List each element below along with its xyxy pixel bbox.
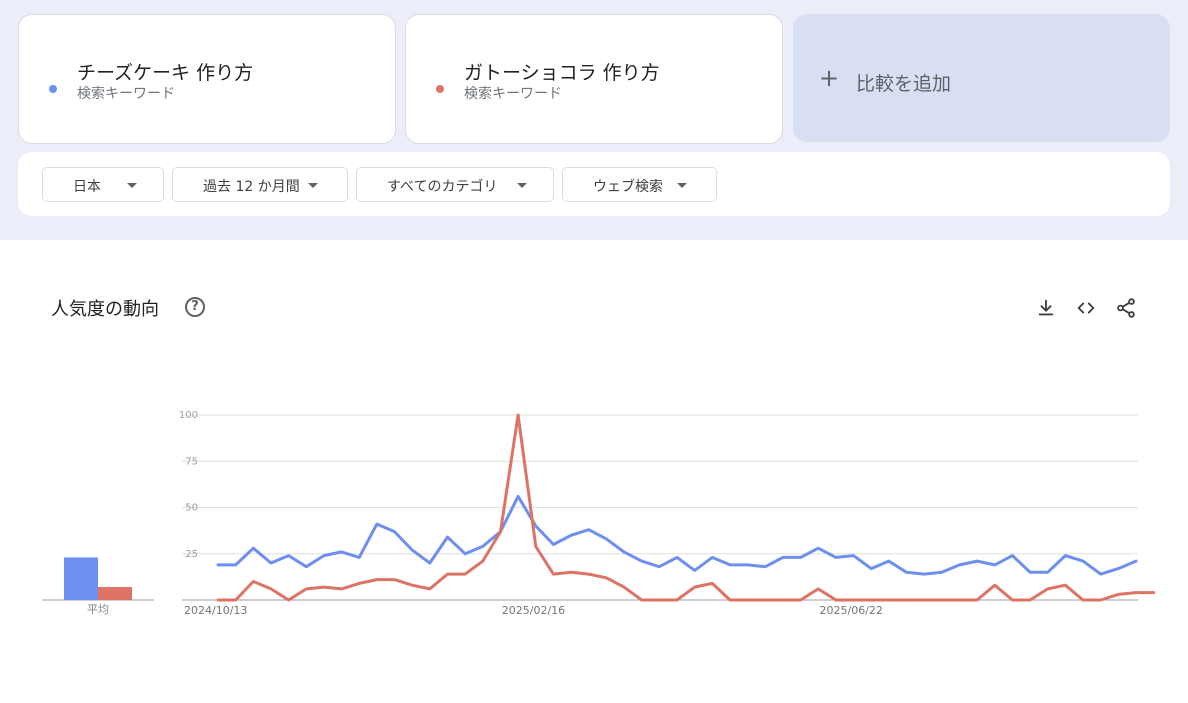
help-icon[interactable]: ? — [185, 297, 205, 317]
x-date-label: 2024/10/13 — [184, 604, 247, 617]
add-comparison-label: 比較を追加 — [856, 73, 952, 95]
y-tick-label: 25 — [185, 549, 198, 560]
chart-title: 人気度の動向 — [51, 299, 159, 320]
region-filter-dropdown[interactable]: 日本 — [42, 167, 164, 202]
filter-label: 過去 12 か月間 — [203, 179, 300, 195]
caret-down-icon — [677, 183, 687, 188]
filter-label: すべてのカテゴリ — [387, 179, 498, 195]
term-card-cheesecake[interactable]: チーズケーキ 作り方 検索キーワード — [18, 14, 396, 144]
filter-bar: 日本 過去 12 か月間 すべてのカテゴリ ウェブ検索 — [18, 152, 1170, 216]
add-comparison-button[interactable]: + 比較を追加 — [793, 14, 1170, 142]
y-tick-label: 50 — [185, 503, 198, 514]
caret-down-icon — [517, 183, 527, 188]
average-bar — [64, 557, 98, 600]
term-type: 検索キーワード — [464, 86, 562, 102]
average-bar — [98, 587, 132, 600]
filter-label: 日本 — [73, 179, 101, 195]
interest-over-time-card: 人気度の動向 ? 100 75 50 25 2024/10/13 2025/02/16 20… — [18, 265, 1170, 689]
term-name[interactable]: チーズケーキ 作り方 — [77, 62, 254, 84]
download-icon[interactable] — [1035, 297, 1057, 319]
filter-label: ウェブ検索 — [593, 179, 663, 195]
search-type-filter-dropdown[interactable]: ウェブ検索 — [562, 167, 717, 202]
embed-code-icon[interactable] — [1075, 297, 1097, 319]
x-date-label: 2025/06/22 — [820, 604, 883, 617]
time-range-filter-dropdown[interactable]: 過去 12 か月間 — [172, 167, 348, 202]
share-icon[interactable] — [1115, 297, 1137, 319]
x-date-label: 2025/02/16 — [502, 604, 565, 617]
series-line — [216, 494, 1138, 576]
plus-icon: + — [819, 64, 840, 92]
category-filter-dropdown[interactable]: すべてのカテゴリ — [356, 167, 554, 202]
interest-over-time-chart: 100 75 50 25 2024/10/13 2025/02/16 2025/06/22 平… — [42, 410, 1156, 617]
y-tick-label: 100 — [179, 410, 198, 421]
series-color-dot — [49, 85, 57, 93]
caret-down-icon — [127, 183, 137, 188]
average-label: 平均 — [87, 603, 109, 616]
caret-down-icon — [308, 183, 318, 188]
series-color-dot — [436, 85, 444, 93]
series-line — [216, 413, 1156, 602]
term-type: 検索キーワード — [77, 86, 175, 102]
y-tick-label: 75 — [185, 456, 198, 467]
term-card-gateau-chocolat[interactable]: ガトーショコラ 作り方 検索キーワード — [405, 14, 783, 144]
term-name[interactable]: ガトーショコラ 作り方 — [464, 62, 660, 84]
